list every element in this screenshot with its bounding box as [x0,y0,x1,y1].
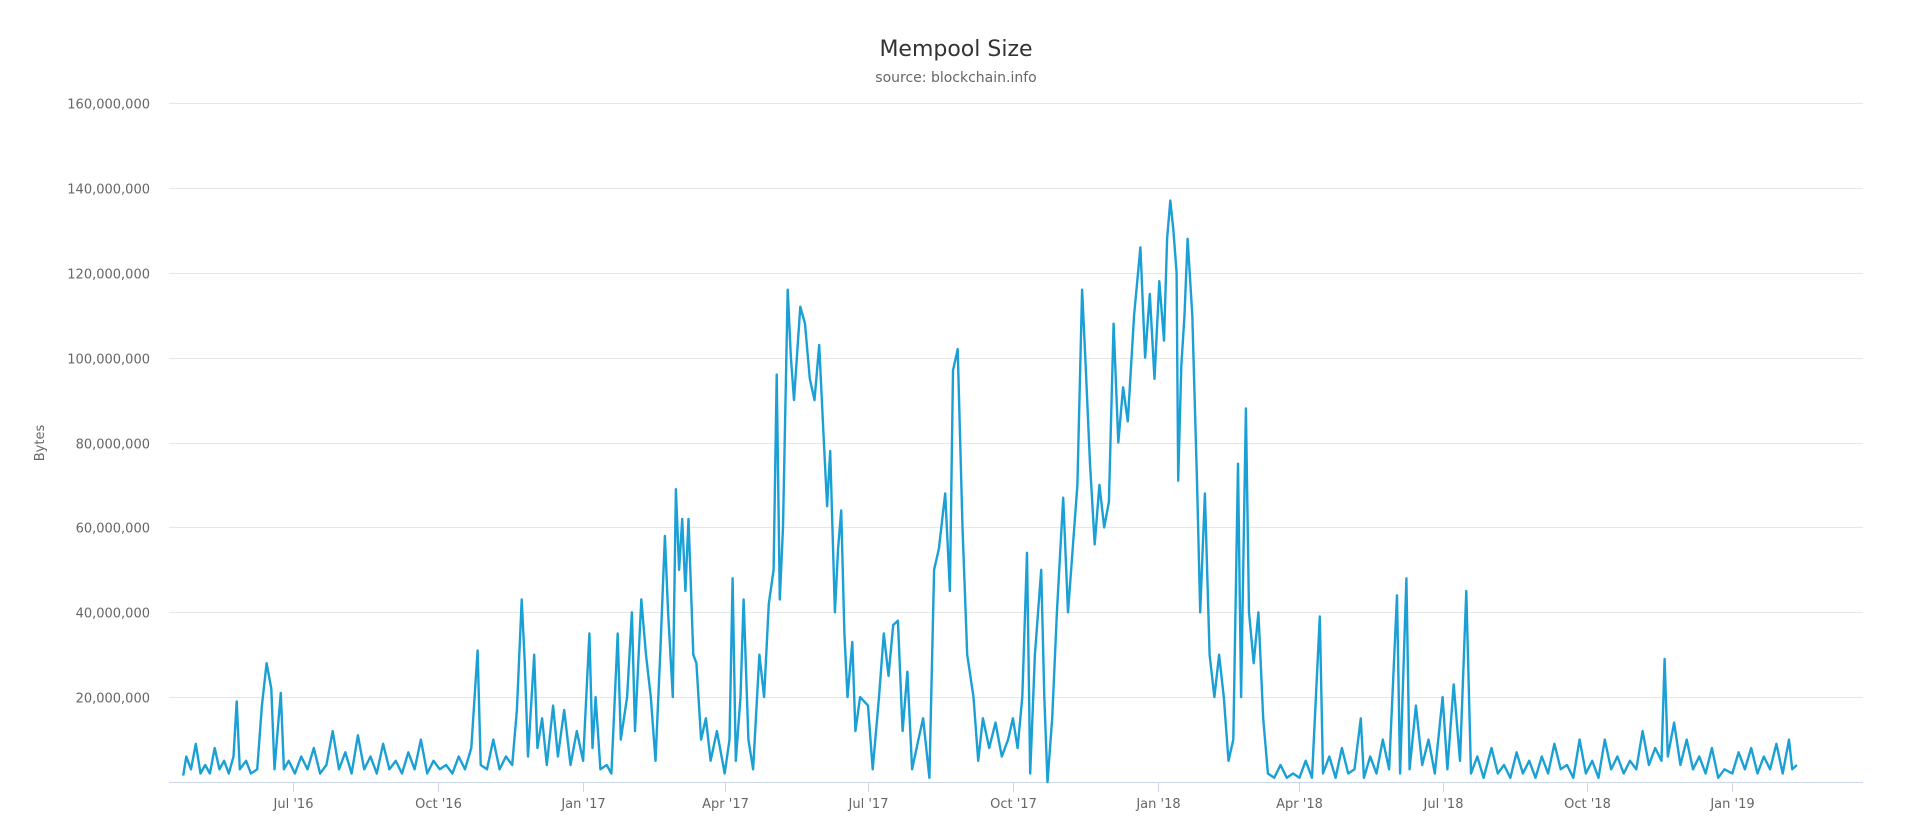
y-tick-label: 80,000,000 [76,438,150,453]
x-tick-label: Apr '17 [702,797,749,812]
series-mempool-size [182,199,1798,784]
x-tick-label: Jul '17 [848,797,889,812]
x-tick-label: Jul '16 [273,797,314,812]
x-axis-ticks: Jul '16 Oct '16 Jan '17 Apr '17 Jul '17 Oct '… [273,782,1755,812]
y-tick-label: 20,000,000 [76,692,150,707]
y-tick-label: 140,000,000 [67,183,150,198]
y-tick-label: 60,000,000 [76,522,150,537]
chart-subtitle: source: blockchain.info [875,70,1036,86]
x-tick-label: Oct '16 [415,797,462,812]
gridlines [169,103,1863,783]
y-axis-ticks: 20,000,000 40,000,000 60,000,000 80,000,000… [67,98,150,707]
y-tick-label: 100,000,000 [67,353,150,368]
y-tick-label: 160,000,000 [67,98,150,113]
x-tick-label: Apr '18 [1276,797,1323,812]
x-tick-label: Jan '18 [1135,797,1180,812]
x-tick-label: Oct '18 [1564,797,1611,812]
y-tick-label: 40,000,000 [76,607,150,622]
x-tick-label: Jan '17 [560,797,605,812]
chart-title: Mempool Size [879,37,1032,62]
y-tick-label: 120,000,000 [67,268,150,283]
series-line [182,199,1798,784]
x-tick-label: Oct '17 [990,797,1037,812]
x-tick-label: Jan '19 [1709,797,1754,812]
y-axis-title: Bytes [33,425,48,462]
x-tick-label: Jul '18 [1423,797,1464,812]
